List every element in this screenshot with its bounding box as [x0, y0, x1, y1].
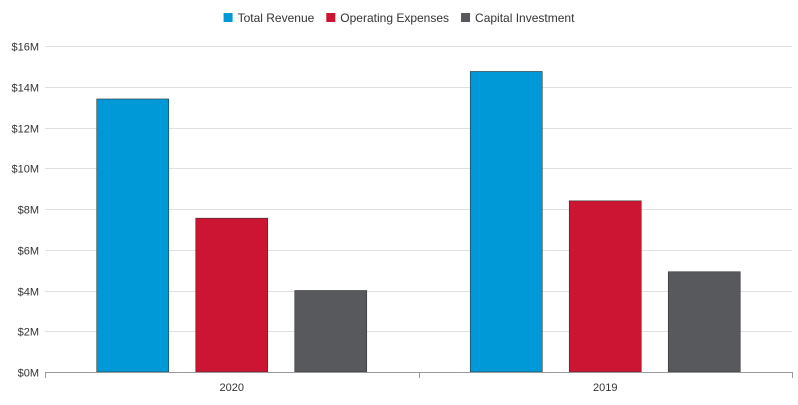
- bar-capital-investment-2020[interactable]: [294, 290, 368, 373]
- legend-swatch: [326, 13, 336, 22]
- y-tick-label: $10M: [11, 164, 39, 176]
- legend-item-operating-expenses[interactable]: Operating Expenses: [326, 11, 449, 25]
- bar-operating-expenses-2019[interactable]: [568, 200, 642, 373]
- legend-label: Operating Expenses: [340, 11, 449, 25]
- y-tick-label: $16M: [11, 42, 39, 54]
- y-tick-label: $2M: [18, 327, 39, 339]
- gridlines: [45, 46, 792, 332]
- y-tick-label: $4M: [18, 287, 39, 299]
- legend-item-total-revenue[interactable]: Total Revenue: [223, 11, 315, 25]
- bar-capital-investment-2019[interactable]: [667, 271, 741, 373]
- legend-label: Capital Investment: [475, 11, 575, 25]
- bar-total-revenue-2019[interactable]: [469, 71, 543, 373]
- legend-swatch: [223, 13, 233, 22]
- x-tick-label: 2020: [220, 382, 244, 394]
- legend-item-capital-investment[interactable]: Capital Investment: [461, 11, 575, 25]
- legend[interactable]: Total Revenue Operating Expenses Capital I…: [223, 11, 576, 25]
- y-tick-label: $8M: [18, 205, 39, 217]
- bar-operating-expenses-2020[interactable]: [195, 217, 269, 373]
- x-tick-label: 2019: [593, 382, 617, 394]
- x-axis-labels: 2020 2019: [220, 382, 618, 394]
- legend-swatch: [461, 13, 471, 22]
- legend-label: Total Revenue: [238, 11, 315, 25]
- y-axis-ticks: $0M $2M $4M $6M $8M $10M $12M $14M $16M: [11, 42, 39, 380]
- y-tick-label: $0M: [18, 368, 39, 380]
- y-tick-label: $14M: [11, 83, 39, 95]
- bar-total-revenue-2020[interactable]: [96, 98, 170, 373]
- bars: [96, 71, 741, 373]
- y-tick-label: $6M: [18, 246, 39, 258]
- x-axis: [45, 372, 793, 378]
- y-tick-label: $12M: [11, 124, 39, 136]
